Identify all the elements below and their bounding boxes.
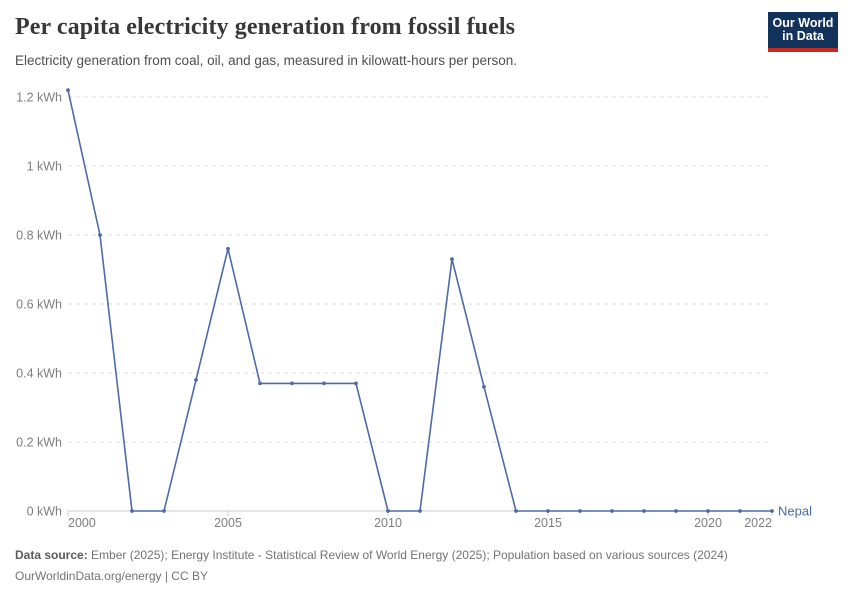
data-point-marker[interactable]: [162, 509, 166, 513]
data-point-marker[interactable]: [706, 509, 710, 513]
data-point-marker[interactable]: [98, 233, 102, 237]
chart-subtitle: Electricity generation from coal, oil, a…: [15, 53, 517, 68]
data-point-marker[interactable]: [226, 246, 230, 251]
data-point-marker[interactable]: [514, 509, 518, 513]
chart-footer: Data source: Ember (2025); Energy Instit…: [15, 545, 728, 587]
x-axis-tick-label: 2022: [744, 516, 772, 530]
x-axis-tick-label: 2015: [534, 516, 562, 530]
credit-line: OurWorldinData.org/energy | CC BY: [15, 569, 208, 583]
x-axis-tick-label: 2010: [374, 516, 402, 530]
y-axis-tick-label: 0 kWh: [27, 504, 62, 518]
data-point-marker[interactable]: [578, 509, 582, 513]
owid-logo-text-line2: in Data: [782, 29, 824, 43]
y-axis-tick-label: 0.8 kWh: [16, 228, 62, 242]
data-point-marker[interactable]: [130, 509, 134, 513]
data-point-marker[interactable]: [738, 509, 742, 513]
data-point-marker[interactable]: [610, 509, 614, 513]
y-axis-tick-label: 0.6 kWh: [16, 297, 62, 311]
y-axis-tick-label: 1 kWh: [27, 159, 62, 173]
data-point-marker[interactable]: [418, 509, 422, 513]
data-point-marker[interactable]: [66, 88, 70, 92]
data-point-marker[interactable]: [322, 381, 326, 386]
y-axis-tick-label: 1.2 kWh: [16, 90, 62, 104]
data-point-marker[interactable]: [482, 384, 486, 389]
data-point-marker[interactable]: [258, 381, 262, 386]
y-axis-tick-label: 0.2 kWh: [16, 435, 62, 449]
data-point-marker[interactable]: [450, 257, 454, 261]
data-point-marker[interactable]: [354, 381, 358, 386]
x-axis-tick-label: 2000: [68, 516, 96, 530]
data-point-marker[interactable]: [194, 378, 198, 382]
data-point-marker[interactable]: [546, 509, 550, 513]
page-title: Per capita electricity generation from f…: [15, 14, 516, 40]
data-source-line: Data source: Ember (2025); Energy Instit…: [15, 545, 728, 566]
data-point-marker[interactable]: [290, 381, 294, 386]
data-source-label: Data source:: [15, 548, 88, 562]
data-point-marker[interactable]: [770, 509, 774, 513]
x-axis-tick-label: 2005: [214, 516, 242, 530]
owid-logo-text-line1: Our World: [772, 15, 834, 30]
series-line-nepal: [67, 89, 772, 512]
data-point-marker[interactable]: [386, 509, 390, 513]
series-label-nepal[interactable]: Nepal: [778, 504, 812, 519]
y-axis-tick-label: 0.4 kWh: [16, 366, 62, 380]
data-point-marker[interactable]: [674, 509, 678, 513]
x-axis-tick-label: 2020: [694, 516, 722, 530]
data-source-text: Ember (2025); Energy Institute - Statist…: [87, 548, 728, 562]
owid-logo[interactable]: Our World in Data: [768, 12, 838, 52]
data-point-marker[interactable]: [642, 509, 646, 513]
